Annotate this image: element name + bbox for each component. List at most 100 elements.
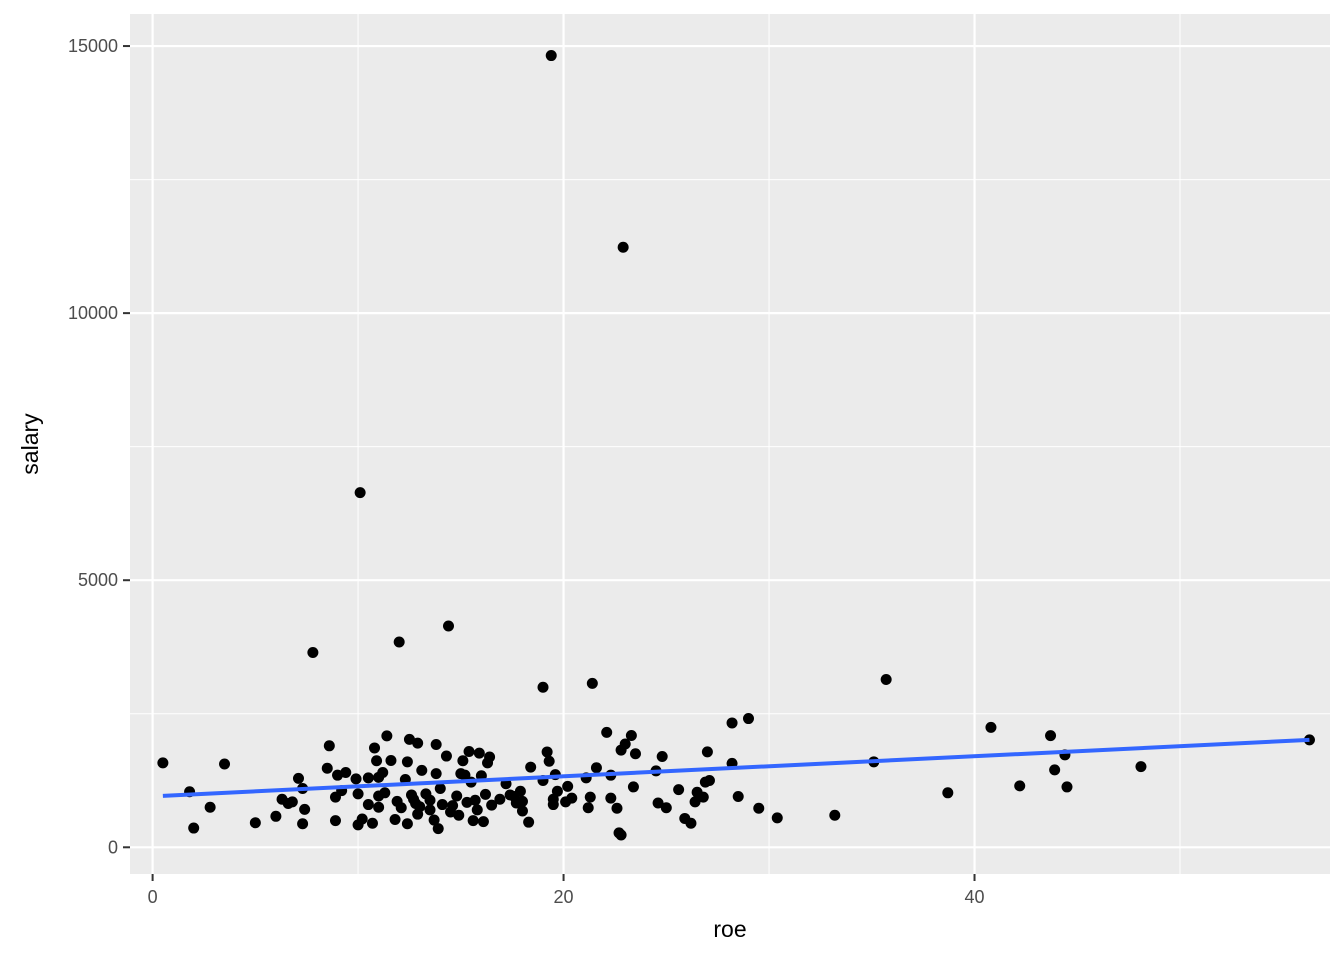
data-point	[270, 810, 282, 822]
data-point	[373, 801, 385, 813]
data-point	[469, 794, 481, 806]
data-point	[461, 796, 473, 808]
data-point	[701, 746, 713, 758]
data-point	[1061, 781, 1073, 793]
data-point	[471, 804, 483, 816]
data-point	[1135, 761, 1147, 773]
data-point	[457, 755, 469, 767]
data-point	[726, 717, 738, 729]
data-point	[753, 802, 765, 814]
y-axis: 0 5000 10000 15000	[68, 36, 130, 857]
x-axis: 0 20 40	[148, 874, 985, 907]
data-point	[601, 726, 613, 738]
data-point	[424, 804, 436, 816]
data-point	[985, 721, 997, 733]
data-point	[204, 801, 216, 813]
data-point	[321, 762, 333, 774]
data-point	[479, 788, 491, 800]
data-point	[362, 772, 374, 784]
data-point	[432, 823, 444, 835]
data-point	[323, 740, 335, 752]
data-point	[391, 795, 403, 807]
data-point	[482, 757, 494, 769]
data-point	[660, 802, 672, 814]
data-point	[584, 791, 596, 803]
x-axis-title: roe	[713, 916, 746, 942]
y-tick-label: 5000	[78, 570, 118, 590]
data-point	[369, 742, 381, 754]
data-point	[354, 487, 366, 499]
y-tick-label: 15000	[68, 36, 118, 56]
data-point	[617, 241, 629, 253]
x-tick-label: 0	[148, 887, 158, 907]
plot-panel	[130, 14, 1330, 874]
data-point	[1045, 730, 1057, 742]
data-point	[516, 805, 528, 817]
data-point	[424, 794, 436, 806]
data-point	[615, 829, 627, 841]
data-point	[436, 799, 448, 811]
data-point	[537, 681, 549, 693]
data-point	[543, 755, 555, 767]
data-points	[157, 50, 1315, 841]
data-point	[1014, 780, 1026, 792]
data-point	[440, 750, 452, 762]
y-tick-label: 10000	[68, 303, 118, 323]
data-point	[219, 758, 231, 770]
data-point	[703, 775, 715, 787]
data-point	[381, 730, 393, 742]
regression-line	[162, 737, 1310, 798]
data-point	[292, 772, 304, 784]
data-point	[508, 791, 520, 803]
data-point	[625, 729, 637, 741]
data-point	[416, 764, 428, 776]
data-point	[371, 755, 383, 767]
data-point	[447, 800, 459, 812]
data-point	[547, 799, 559, 811]
data-point	[350, 773, 362, 785]
x-tick-label: 40	[965, 887, 985, 907]
data-point	[560, 796, 572, 808]
data-point	[332, 769, 344, 781]
data-point	[673, 784, 685, 796]
minor-gridlines	[130, 14, 1330, 874]
data-point	[829, 809, 841, 821]
data-point	[1049, 764, 1061, 776]
data-point	[473, 747, 485, 759]
data-point	[412, 737, 424, 749]
data-point	[453, 809, 465, 821]
data-point	[605, 792, 617, 804]
data-point	[467, 815, 479, 827]
data-point	[656, 750, 668, 762]
data-point	[525, 761, 537, 773]
data-point	[942, 787, 954, 799]
data-point	[523, 816, 535, 828]
data-point	[373, 790, 385, 802]
data-point	[299, 803, 311, 815]
data-point	[329, 791, 341, 803]
data-point	[689, 796, 701, 808]
x-tick-label: 20	[554, 887, 574, 907]
data-point	[562, 780, 574, 792]
data-point	[615, 744, 627, 756]
data-point	[611, 802, 623, 814]
y-axis-title: salary	[17, 413, 43, 475]
data-point	[627, 781, 639, 793]
data-point	[249, 817, 261, 829]
data-point	[362, 799, 374, 811]
data-point	[385, 754, 397, 766]
data-point	[685, 817, 697, 829]
data-point	[352, 788, 364, 800]
data-point	[157, 757, 169, 769]
data-point	[652, 797, 664, 809]
data-point	[486, 799, 498, 811]
data-point	[494, 793, 506, 805]
data-point	[377, 767, 389, 779]
data-point	[541, 746, 553, 758]
data-point	[430, 738, 442, 750]
major-gridlines	[130, 14, 1330, 874]
data-point	[434, 783, 446, 795]
data-point	[393, 636, 405, 648]
data-point	[401, 818, 413, 830]
data-point	[401, 756, 413, 768]
